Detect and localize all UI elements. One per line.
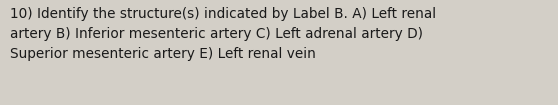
Text: 10) Identify the structure(s) indicated by Label B. A) Left renal
artery B) Infe: 10) Identify the structure(s) indicated … xyxy=(10,7,436,61)
